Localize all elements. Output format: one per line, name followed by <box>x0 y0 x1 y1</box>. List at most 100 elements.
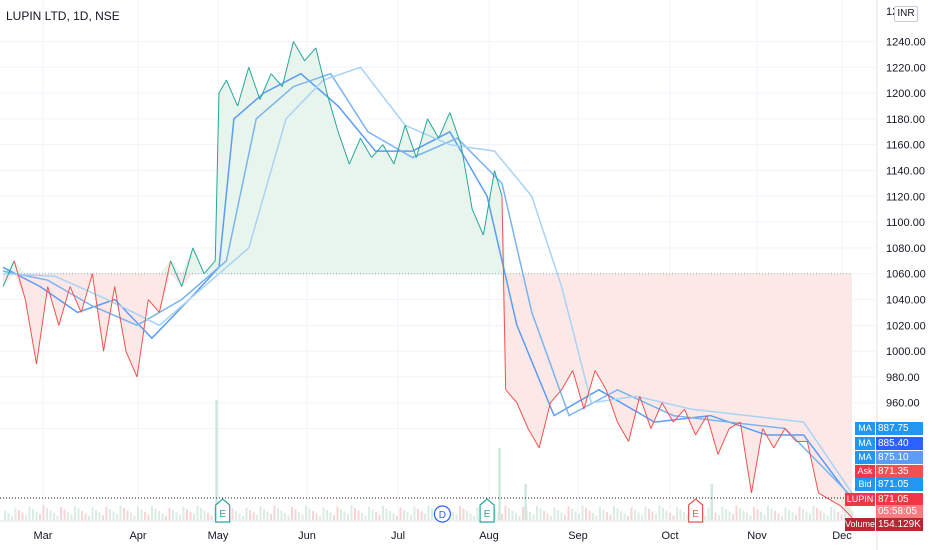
volume-spike <box>524 484 527 520</box>
price-segment <box>784 428 797 442</box>
earnings-marker-label: E <box>692 509 699 520</box>
y-tick-label: 980.00 <box>886 372 920 384</box>
volume-bar <box>112 511 115 520</box>
volume-bar <box>830 507 832 520</box>
price-segment <box>594 370 607 391</box>
price-segment <box>382 144 395 165</box>
price-segment <box>728 421 741 429</box>
area-above-baseline <box>3 41 852 274</box>
x-month-label: Dec <box>832 530 852 542</box>
volume-bar <box>767 506 769 520</box>
y-tick-label: 1080.00 <box>886 243 926 255</box>
volume-bar <box>277 508 279 520</box>
volume-bar <box>532 514 535 520</box>
volume-bar <box>175 512 178 520</box>
price-segment <box>371 144 384 158</box>
volume-bar <box>266 511 269 520</box>
volume-bar <box>588 510 591 520</box>
volume-bar <box>154 508 157 520</box>
volume-bar <box>340 509 342 520</box>
volume-bar <box>378 514 381 520</box>
volume-bar <box>599 507 601 520</box>
volume-bar <box>18 510 20 520</box>
volume-bar <box>95 510 97 520</box>
volume-bar <box>207 513 209 520</box>
volume-bar <box>644 506 647 520</box>
y-tick-label: 1220.00 <box>886 62 926 74</box>
y-tick-label: 1000.00 <box>886 346 926 358</box>
volume-bar <box>63 509 66 520</box>
volume-bar <box>676 507 678 520</box>
volume-bar <box>704 516 706 520</box>
price-segment <box>348 138 361 165</box>
volume-bar <box>133 515 136 520</box>
price-tag-value: 887.75 <box>876 422 923 435</box>
price-tag-value: 05:58:05 <box>876 505 923 518</box>
currency-badge[interactable]: INR <box>894 6 918 22</box>
volume-bar <box>613 506 615 520</box>
volume-bar <box>735 505 738 520</box>
price-segment <box>482 170 496 236</box>
ma-line <box>2 72 853 500</box>
x-month-label: Jul <box>391 530 405 542</box>
volume-bar <box>728 511 731 520</box>
price-segment <box>69 286 82 313</box>
volume-bar <box>81 511 83 520</box>
volume-bar <box>7 513 10 520</box>
volume-bar <box>809 514 811 520</box>
volume-bar <box>109 509 111 520</box>
price-segment <box>326 92 339 132</box>
volume-bar <box>193 514 195 520</box>
volume-bar <box>837 512 839 520</box>
volume-bar <box>840 514 843 520</box>
volume-bar <box>679 509 682 520</box>
price-segment <box>360 137 373 158</box>
volume-bar <box>49 510 52 520</box>
volume-bar <box>665 510 668 520</box>
volume-bar <box>21 512 24 520</box>
volume-bar <box>672 515 675 520</box>
price-segment <box>527 428 540 449</box>
y-tick-label: 1100.00 <box>886 217 925 229</box>
volume-bar <box>144 512 146 520</box>
price-segment <box>750 428 764 494</box>
volume-bar <box>98 512 101 520</box>
volume-bar <box>592 513 594 520</box>
volume-bar <box>802 509 804 520</box>
volume-bar <box>791 512 794 520</box>
price-tag-label: MA <box>855 451 875 464</box>
volume-bar <box>452 512 454 520</box>
volume-bar <box>553 507 556 520</box>
price-segment <box>471 208 484 236</box>
volume-bar <box>291 507 293 520</box>
volume-bar <box>504 505 507 520</box>
volume-bar <box>116 514 118 520</box>
ma-line <box>2 66 853 494</box>
y-tick-label: 1120.00 <box>886 191 925 203</box>
volume-bar <box>760 512 762 520</box>
volume-bar <box>151 506 153 520</box>
volume-bar <box>420 511 423 520</box>
price-segment <box>806 441 819 494</box>
volume-bar <box>256 515 258 520</box>
volume-bar <box>259 506 262 520</box>
symbol-title[interactable]: LUPIN LTD, 1D, NSE <box>6 9 120 23</box>
volume-bar <box>606 512 608 520</box>
volume-bar <box>581 505 584 520</box>
volume-spike <box>710 484 713 520</box>
volume-bar <box>368 507 370 520</box>
volume-bar <box>343 511 346 520</box>
price-tag-label: MA <box>855 422 875 435</box>
volume-bar <box>294 509 297 520</box>
volume-bar <box>357 510 360 520</box>
price-segment <box>427 118 440 139</box>
volume-bar <box>585 508 587 520</box>
price-segment <box>181 247 194 287</box>
volume-bar <box>459 506 461 520</box>
volume-bar <box>126 510 129 520</box>
price-segment <box>315 47 328 94</box>
price-segment <box>494 170 503 197</box>
price-segment <box>24 299 38 365</box>
volume-bar <box>567 506 570 520</box>
